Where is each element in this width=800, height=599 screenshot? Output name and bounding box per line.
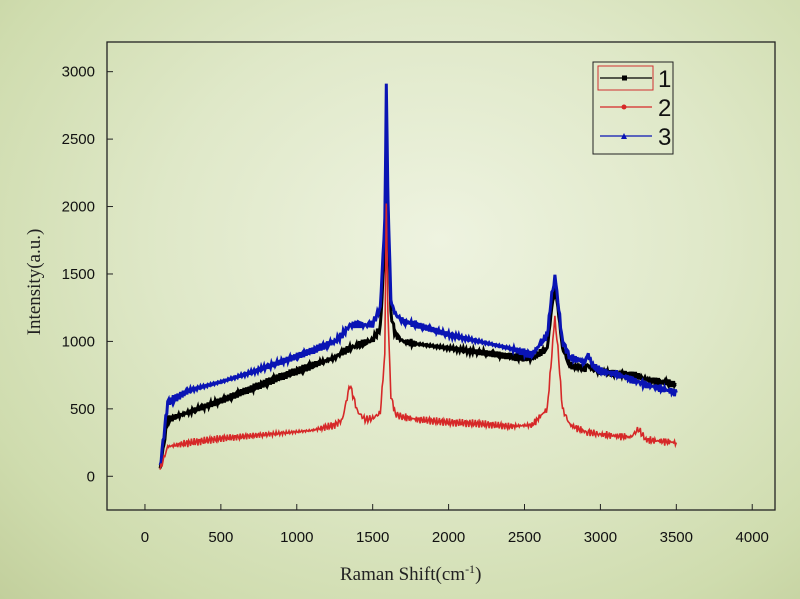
x-tick-label: 0: [141, 529, 149, 546]
y-tick-label: 2500: [62, 131, 95, 148]
series-1-line: [158, 124, 677, 469]
y-tick-label: 0: [87, 468, 95, 485]
square-marker-icon: [622, 75, 627, 81]
y-tick-label: 2000: [62, 199, 95, 216]
y-tick-label: 1500: [62, 266, 95, 283]
y-tick-label: 1000: [62, 333, 95, 350]
x-tick-label: 1000: [280, 529, 313, 546]
x-tick-label: 500: [208, 529, 233, 546]
legend-label: 2: [658, 95, 671, 122]
x-axis-label: Raman Shift(cm-1): [340, 562, 481, 585]
legend-box: [592, 61, 674, 155]
series-lines: [158, 83, 678, 470]
x-tick-label: 3500: [660, 529, 693, 546]
y-tick-label: 500: [70, 401, 95, 418]
series-3-line: [158, 83, 678, 466]
y-axis-label: Intensity(a.u.): [24, 229, 45, 336]
x-tick-label: 4000: [736, 529, 769, 546]
x-tick-label: 3000: [584, 529, 617, 546]
circle-marker-icon: [621, 104, 627, 110]
x-tick-label: 2500: [508, 529, 541, 546]
x-tick-label: 2000: [432, 529, 465, 546]
plot-frame: [106, 41, 776, 511]
triangle-marker-icon: [621, 133, 627, 139]
y-tick-label: 3000: [62, 64, 95, 81]
legend: 123: [592, 61, 674, 155]
legend-label: 1: [658, 66, 671, 93]
series-2-line: [159, 203, 678, 470]
axis-ticks: 0 500 1000 1500 2000 2500 3000 3500 4000 0 500 1000…: [62, 64, 769, 546]
legend-selection-box: [597, 65, 654, 91]
legend-label: 3: [658, 124, 671, 151]
x-tick-label: 1500: [356, 529, 389, 546]
